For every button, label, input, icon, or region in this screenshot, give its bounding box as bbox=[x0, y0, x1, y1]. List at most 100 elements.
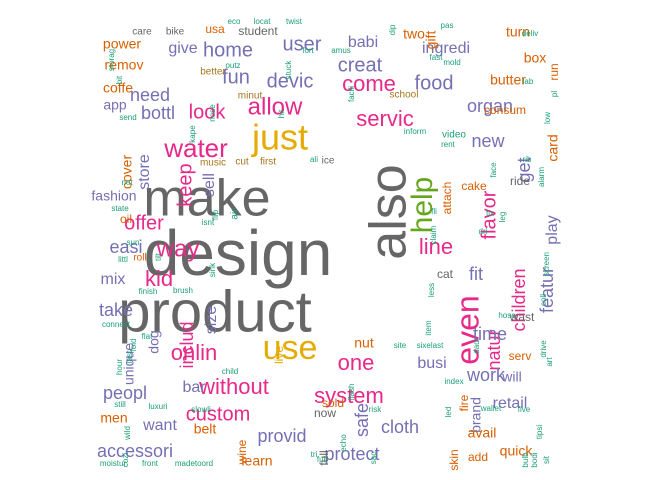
word-store-36: store bbox=[136, 154, 153, 190]
word-look-21: look bbox=[189, 101, 227, 123]
word-claim-168: claim bbox=[429, 225, 438, 244]
word-creat-30: creat bbox=[338, 54, 383, 76]
word-facili-184: facili bbox=[347, 86, 356, 102]
word-twist-176: twist bbox=[286, 17, 303, 26]
word-flat-126: flat bbox=[142, 332, 153, 341]
word-roll-130: roll bbox=[133, 253, 146, 264]
word-coll-156: coll bbox=[539, 294, 548, 306]
word-brush-128: brush bbox=[173, 286, 193, 295]
word-remov-75: remov bbox=[105, 57, 144, 73]
word-luxuri-137: luxuri bbox=[148, 402, 167, 411]
word-cloth-45: cloth bbox=[381, 417, 419, 437]
word-serv-86: serv bbox=[509, 349, 532, 363]
word-bar-53: bar bbox=[182, 379, 206, 396]
word-alarm-159: alarm bbox=[537, 167, 546, 187]
word-water-8: water bbox=[163, 133, 228, 163]
word-organ-58: organ bbox=[467, 96, 513, 116]
word-school-108: school bbox=[390, 90, 419, 101]
word-system-15: system bbox=[314, 383, 384, 408]
word-full-194: full bbox=[317, 455, 327, 464]
word-ride-94: ride bbox=[510, 174, 530, 188]
word-pl-162: pl bbox=[550, 91, 559, 97]
word-peopl-48: peopl bbox=[103, 383, 147, 403]
word-product-1: product bbox=[118, 279, 311, 344]
word-box-70: box bbox=[524, 50, 547, 66]
word-screen-157: screen bbox=[542, 252, 551, 276]
word-card-77: card bbox=[545, 134, 561, 161]
word-stuck-181: stuck bbox=[284, 60, 293, 80]
word-line-13: line bbox=[419, 234, 453, 259]
word-kape-182: kape bbox=[188, 125, 197, 143]
word-fashion-67: fashion bbox=[91, 188, 136, 204]
word-way-9: way bbox=[156, 235, 200, 262]
word-fast-115: fast bbox=[430, 53, 444, 62]
word-face-114: face bbox=[489, 162, 498, 178]
word-bottl-55: bottl bbox=[141, 103, 175, 123]
word-dip-177: dip bbox=[388, 24, 397, 35]
word-rib-160: rib bbox=[523, 155, 532, 164]
word-outz-180: outz bbox=[225, 61, 240, 70]
word-retail-61: retail bbox=[493, 395, 528, 412]
word-inform-112: inform bbox=[404, 127, 427, 136]
word-tilt-190: tilt bbox=[154, 252, 163, 261]
word-user-33: user bbox=[283, 33, 322, 55]
word-also-3: also bbox=[360, 164, 418, 259]
word-led-145: led bbox=[444, 407, 453, 418]
word-fit-40: fit bbox=[469, 264, 483, 284]
word-learn-83: learn bbox=[241, 453, 272, 469]
word-drive-153: drive bbox=[539, 340, 548, 358]
word-accessori-47: accessori bbox=[97, 441, 173, 461]
word-wallet-147: wallet bbox=[480, 404, 502, 413]
word-tri-140: tri bbox=[311, 450, 318, 459]
word-net-133: net bbox=[121, 178, 133, 187]
word-flash-141: flash bbox=[347, 384, 356, 401]
word-usa-88: usa bbox=[205, 22, 225, 36]
word-fire-90: fire bbox=[457, 394, 471, 411]
word-unique-65: unique bbox=[121, 343, 137, 385]
word-consum-103: consum bbox=[484, 103, 526, 117]
word-ingredi-59: ingredi bbox=[422, 40, 470, 57]
word-site-143: site bbox=[394, 341, 407, 350]
word-cake-78: cake bbox=[461, 179, 487, 193]
word-fli-167: fli bbox=[431, 207, 437, 216]
word-lab-165: lab bbox=[523, 77, 534, 86]
word-air-186: air bbox=[230, 208, 241, 220]
word-even-7: even bbox=[449, 295, 485, 364]
word-dri-172: dri bbox=[479, 227, 488, 236]
word-sun-131: sun bbox=[127, 238, 140, 247]
word-last-123: last bbox=[125, 350, 134, 363]
word-nut-85: nut bbox=[354, 335, 374, 351]
word-play-60: play bbox=[544, 215, 561, 244]
word-protect-44: protect bbox=[324, 444, 379, 464]
word-two-71: two bbox=[403, 26, 425, 42]
word-amus-179: amus bbox=[331, 46, 351, 55]
word-avail-81: avail bbox=[468, 425, 497, 441]
word-pas-173: pas bbox=[441, 21, 454, 30]
word-now-97: now bbox=[314, 406, 336, 420]
word-first-106: first bbox=[260, 157, 276, 168]
word-run-163: run bbox=[547, 63, 561, 80]
word-dad-171: dad bbox=[472, 340, 481, 353]
word-rent-113: rent bbox=[441, 140, 456, 149]
word-help-6: help bbox=[406, 177, 439, 234]
word-sac-195: sac bbox=[369, 452, 378, 464]
word-mold-164: mold bbox=[443, 58, 460, 67]
word-give-57: give bbox=[168, 40, 197, 57]
word-front-118: front bbox=[142, 459, 159, 468]
word-full-98: full bbox=[317, 450, 331, 465]
word-index-146: index bbox=[444, 377, 463, 386]
word-bit-191: bit bbox=[115, 75, 124, 84]
word-nose-183: nose bbox=[208, 104, 217, 122]
word-risk-142: risk bbox=[369, 405, 382, 414]
word-live-93: live bbox=[272, 346, 286, 364]
word-storag-192: storag bbox=[107, 49, 116, 71]
word-minut-110: minut bbox=[238, 91, 263, 102]
word-fold-124: fold bbox=[129, 339, 138, 352]
word-oil-99: oil bbox=[120, 212, 132, 226]
word-one-25: one bbox=[338, 350, 375, 375]
word-add-91: add bbox=[468, 450, 488, 464]
word-hit-185: hit bbox=[277, 109, 286, 118]
word-fort-178: fort bbox=[302, 46, 314, 55]
word-ali-193: ali bbox=[310, 155, 318, 164]
word-offer-19: offer bbox=[124, 212, 164, 234]
